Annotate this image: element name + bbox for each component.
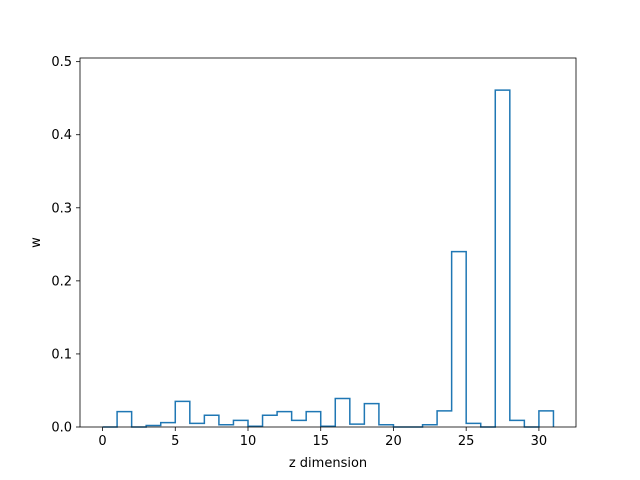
y-tick-label: 0.0 (51, 421, 72, 436)
y-axis-ticks: 0.0 0.1 0.2 0.3 0.4 0.5 (51, 55, 80, 436)
x-tick-label: 15 (312, 434, 329, 449)
plot-frame (79, 57, 577, 428)
series-step-line (102, 89, 555, 428)
y-tick-label: 0.2 (51, 274, 72, 289)
y-tick-label: 0.1 (51, 347, 72, 362)
x-tick-label: 30 (531, 434, 548, 449)
y-tick-label: 0.3 (51, 201, 72, 216)
x-axis-ticks: 0 5 10 15 20 25 30 (98, 427, 547, 449)
y-tick-label: 0.5 (51, 55, 72, 70)
x-axis-label: z dimension (289, 456, 367, 471)
y-axis-label: w (29, 237, 44, 248)
x-tick-label: 0 (98, 434, 106, 449)
y-tick-label: 0.4 (51, 128, 72, 143)
plot-area (80, 58, 576, 427)
x-tick-label: 10 (240, 434, 257, 449)
x-tick-label: 20 (385, 434, 402, 449)
x-tick-label: 25 (458, 434, 475, 449)
x-tick-label: 5 (171, 434, 179, 449)
